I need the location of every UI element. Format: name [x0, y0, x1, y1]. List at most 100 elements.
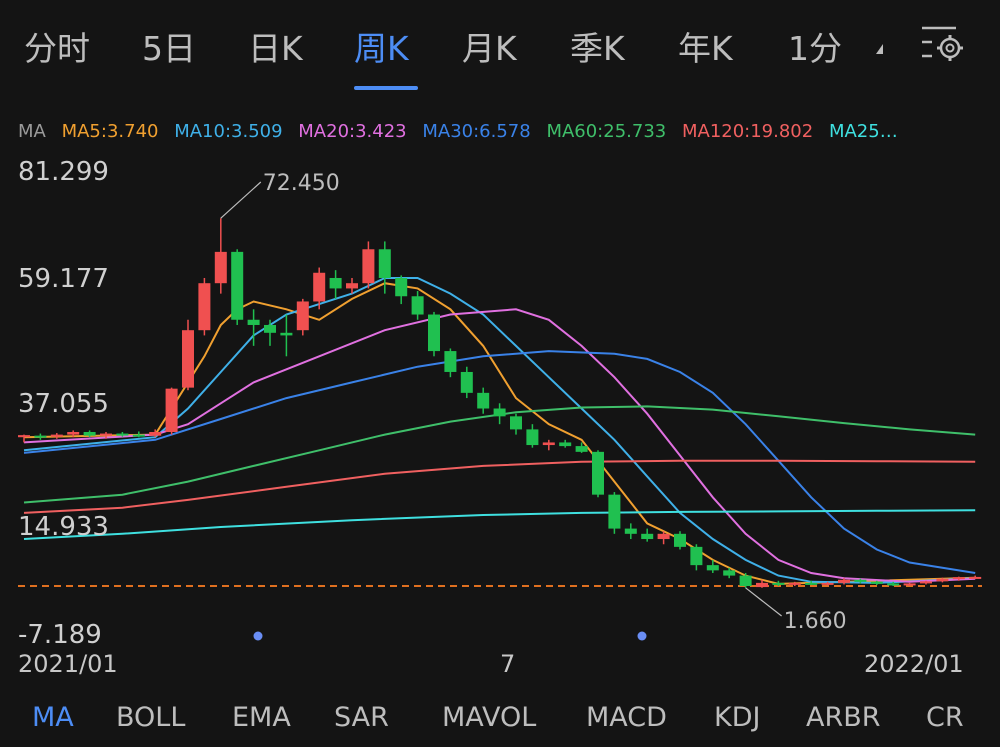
candle-body [280, 332, 293, 336]
y-tick-label: 59.177 [18, 264, 109, 294]
candle-body [920, 581, 932, 584]
indicator-tab-cr[interactable]: CR [926, 702, 964, 733]
period-tabs: 分时 5日 日K 周K 月K 季K 年K 1分 [0, 0, 1000, 100]
candle-body [624, 528, 637, 534]
ma20-value: MA20:3.423 [298, 121, 407, 142]
event-marker-dot [253, 631, 263, 641]
candle-body [395, 277, 408, 297]
ma250-line [23, 509, 976, 540]
candle-body [165, 388, 178, 433]
candle-body [362, 249, 375, 284]
ma60-line [23, 405, 976, 504]
max-price-label: 72.450 [263, 171, 340, 196]
candle-body [346, 283, 358, 289]
candle-body [723, 570, 736, 576]
kline-chart[interactable]: 72.450 1.660 [0, 0, 1000, 700]
min-price-label: 1.660 [784, 609, 847, 634]
chart-settings-icon[interactable] [918, 24, 968, 64]
candle-body [706, 565, 719, 571]
candle-body [903, 583, 916, 586]
ma10-value: MA10:3.509 [174, 121, 283, 142]
candle-body [231, 251, 244, 320]
candle-body [542, 442, 555, 446]
event-marker-dot [637, 631, 647, 641]
x-tick-label: 2022/01 [864, 650, 964, 678]
candle-body [264, 324, 276, 333]
candle-body [936, 578, 949, 582]
candle-body [149, 432, 162, 436]
indicator-tab-boll[interactable]: BOLL [116, 702, 186, 733]
candle-body [788, 582, 801, 585]
candle-body [313, 272, 326, 302]
candle-body [838, 579, 850, 583]
max-annotation-leader [220, 181, 262, 219]
candle-body [247, 319, 260, 325]
candle-body [854, 579, 867, 582]
tab-quarterly-k[interactable]: 季K [570, 29, 625, 68]
candle-body [378, 249, 391, 278]
candle-body [575, 446, 588, 452]
indicator-tab-sar[interactable]: SAR [334, 702, 389, 733]
candle-body [887, 583, 900, 586]
x-tick-label: 7 [500, 650, 516, 678]
tab-daily-k[interactable]: 日K [248, 29, 303, 68]
candle-body [559, 442, 572, 447]
y-tick-label: 81.299 [18, 157, 109, 187]
candle-body [460, 371, 473, 393]
indicator-tab-arbr[interactable]: ARBR [806, 702, 881, 733]
candle-body [821, 582, 834, 585]
tab-yearly-k[interactable]: 年K [678, 29, 733, 68]
ma30-line [23, 350, 976, 574]
candle-body [411, 296, 424, 315]
ma5-line [23, 282, 976, 585]
candle-body [50, 434, 63, 437]
candle-body [493, 408, 506, 417]
candle-body [674, 533, 686, 547]
ma-legend-prefix: MA [18, 121, 46, 142]
candle-body [296, 301, 309, 331]
candle-body [428, 314, 440, 352]
y-tick-label: 14.933 [18, 512, 109, 542]
indicator-tabs: MA BOLL EMA SAR MAVOL MACD KDJ ARBR CR [0, 702, 1000, 742]
dropdown-triangle-icon[interactable] [876, 44, 883, 54]
candle-body [182, 330, 194, 388]
candle-body [34, 435, 47, 438]
indicator-tab-ma[interactable]: MA [32, 702, 74, 733]
candle-body [18, 435, 30, 438]
tab-5day[interactable]: 5日 [142, 29, 196, 68]
ma30-value: MA30:6.578 [422, 121, 531, 142]
y-tick-label: 37.055 [18, 389, 109, 419]
candle-body [772, 582, 785, 585]
ma120-line [23, 459, 976, 514]
ma60-value: MA60:25.733 [546, 121, 667, 142]
tab-1min[interactable]: 1分 [788, 29, 842, 68]
ma-legend: MA MA5:3.740 MA10:3.509 MA20:3.423 MA30:… [18, 121, 983, 142]
candle-body [969, 576, 982, 579]
tab-monthly-k[interactable]: 月K [462, 29, 517, 68]
candle-body [116, 433, 129, 436]
x-tick-label: 2021/01 [18, 650, 118, 678]
candle-body [510, 416, 522, 430]
indicator-tab-mavol[interactable]: MAVOL [442, 702, 537, 733]
candle-body [739, 575, 752, 587]
ma250-value: MA25… [828, 121, 898, 142]
ma5-value: MA5:3.740 [61, 121, 159, 142]
candle-body [198, 283, 211, 331]
indicator-tab-kdj[interactable]: KDJ [714, 702, 761, 733]
candle-body [526, 429, 539, 446]
ma20-line [23, 308, 976, 583]
active-tab-underline [354, 86, 418, 90]
indicator-tab-ema[interactable]: EMA [232, 702, 291, 733]
ma120-value: MA120:19.802 [681, 121, 814, 142]
tab-weekly-k[interactable]: 周K [354, 29, 409, 68]
candle-body [477, 392, 490, 409]
candle-body [83, 432, 96, 436]
tab-timeshare[interactable]: 分时 [24, 29, 90, 68]
candle-body [641, 533, 654, 540]
candle-body [214, 251, 227, 284]
indicator-tab-macd[interactable]: MACD [586, 702, 667, 733]
candle-body [657, 533, 670, 540]
candle-body [592, 451, 604, 495]
ma10-line [23, 277, 976, 584]
candle-body [132, 434, 145, 437]
